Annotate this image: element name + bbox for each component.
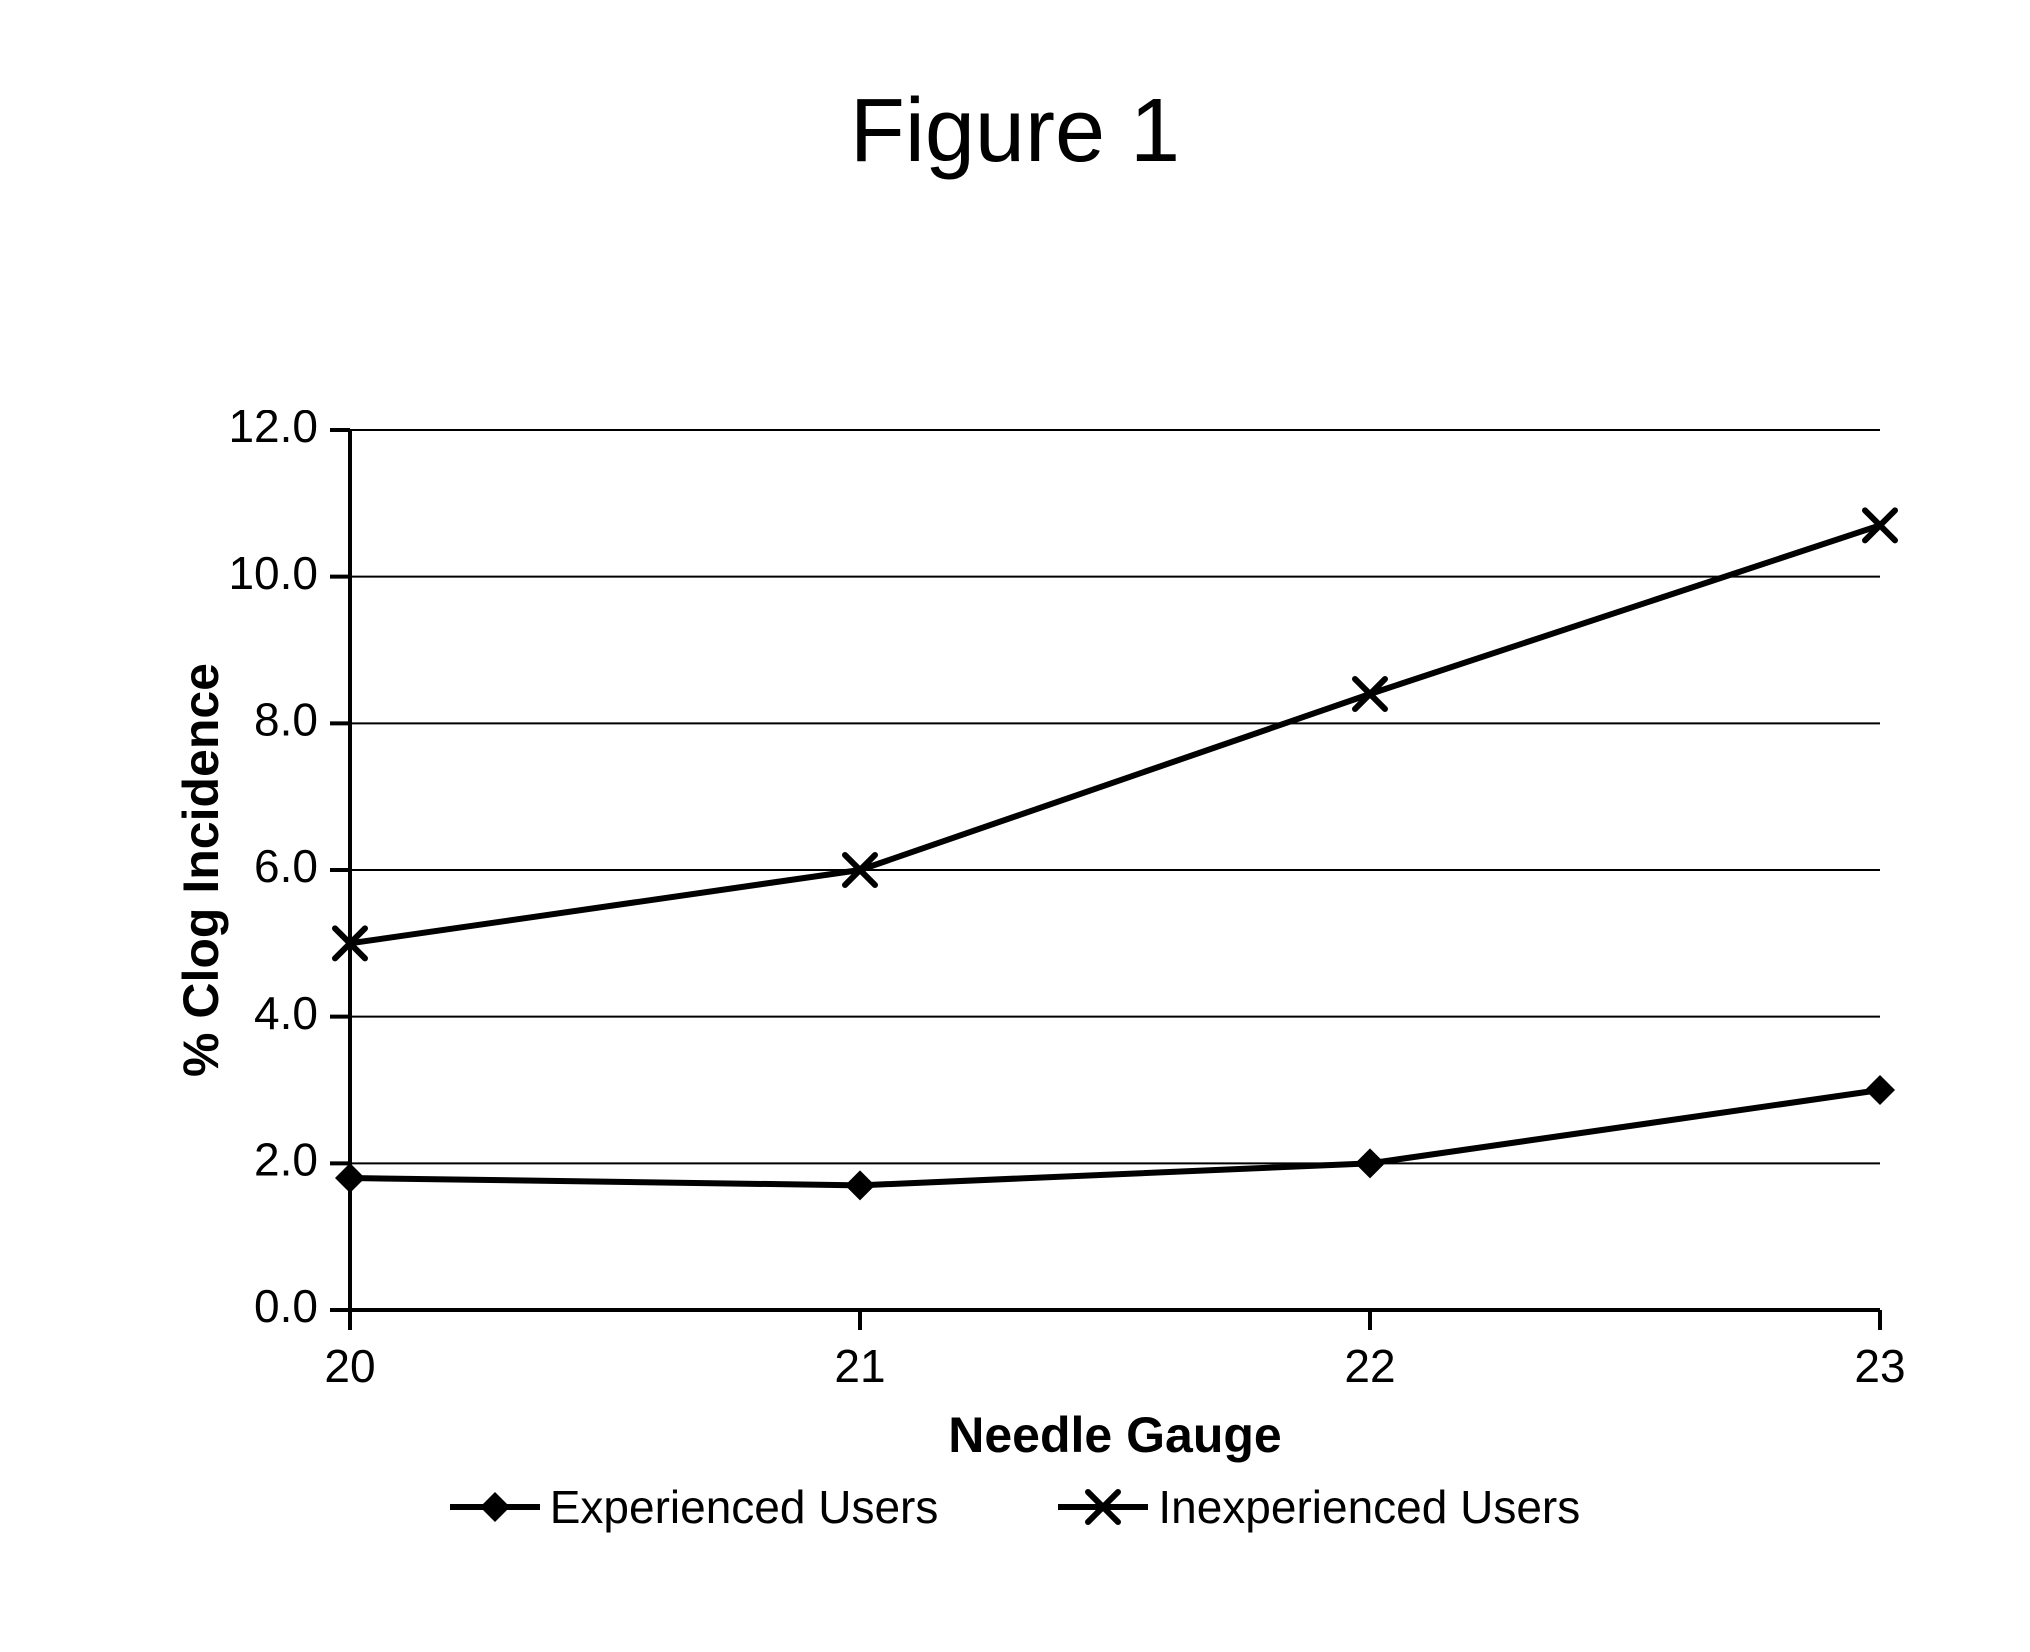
legend-symbol-icon xyxy=(1058,1487,1148,1527)
diamond-marker-icon xyxy=(1355,1148,1385,1178)
y-tick-label: 10.0 xyxy=(228,547,318,599)
chart-svg: 0.0 2.0 4.0 6.0 8.0 10.0 12.0 20 21 22 23 Needle Ga… xyxy=(180,410,1910,1480)
x-tick-label: 21 xyxy=(834,1340,885,1392)
y-tick-label: 4.0 xyxy=(254,987,318,1039)
series-line xyxy=(350,525,1880,943)
y-tick-label: 8.0 xyxy=(254,693,318,745)
series-line xyxy=(350,1090,1880,1185)
y-tick-label: 6.0 xyxy=(254,840,318,892)
y-tick-label: 2.0 xyxy=(254,1133,318,1185)
x-tick-label: 20 xyxy=(324,1340,375,1392)
series-experienced-users xyxy=(335,1075,1895,1200)
x-tick-label: 22 xyxy=(1344,1340,1395,1392)
x-axis-label: Needle Gauge xyxy=(948,1407,1281,1463)
diamond-marker-icon xyxy=(845,1170,875,1200)
y-axis-label: % Clog Incidence xyxy=(180,663,229,1077)
x-tick-label: 23 xyxy=(1854,1340,1905,1392)
legend-item-experienced-users: Experienced Users xyxy=(450,1480,939,1534)
y-tick-label: 0.0 xyxy=(254,1280,318,1332)
chart-area: 0.0 2.0 4.0 6.0 8.0 10.0 12.0 20 21 22 23 Needle Ga… xyxy=(180,410,1910,1480)
legend-label: Experienced Users xyxy=(550,1480,939,1534)
legend-item-inexperienced-users: Inexperienced Users xyxy=(1058,1480,1580,1534)
legend-label: Inexperienced Users xyxy=(1158,1480,1580,1534)
figure-title: Figure 1 xyxy=(0,80,2030,183)
diamond-marker-icon xyxy=(335,1163,365,1193)
diamond-marker-icon xyxy=(1865,1075,1895,1105)
y-tick-label: 12.0 xyxy=(228,410,318,452)
legend-row: Experienced Users Inexperienced Users xyxy=(0,1480,2030,1534)
page-root: Figure 1 0.0 2.0 4.0 6.0 8.0 10.0 12.0 20 21 22 23… xyxy=(0,0,2030,1652)
legend-symbol-icon xyxy=(450,1487,540,1527)
